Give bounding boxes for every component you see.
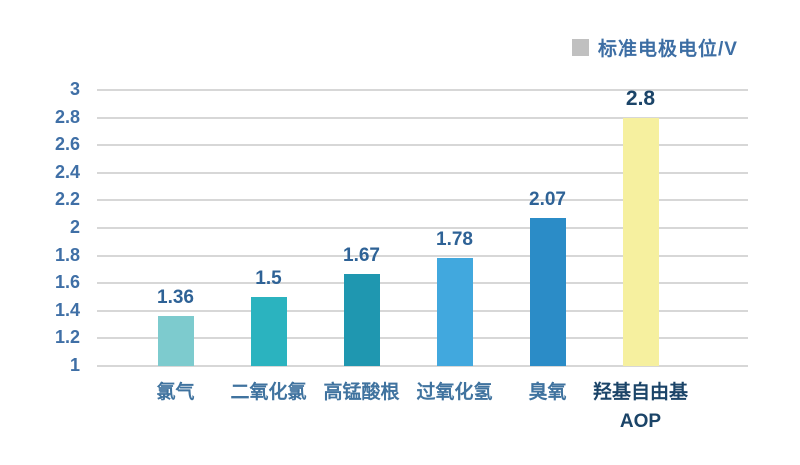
- bar: [529, 218, 566, 366]
- category-label: 过氧化氢: [416, 379, 492, 408]
- category-label-line: 高锰酸根: [323, 382, 400, 403]
- gridline: [97, 254, 748, 257]
- y-tick-label: 2.2: [54, 189, 80, 210]
- bars-row: 1.36 氯气 1.5 二氧化氯 1.67 高锰酸根 1.78 过氧化氢 2.07 臭氧 2.8 羟基…: [129, 86, 688, 432]
- category-label-line: 氯气: [156, 382, 195, 403]
- bar-slot: 2.8 羟基自由基 AOP: [593, 86, 688, 432]
- category-label: 羟基自由基 AOP: [593, 379, 688, 436]
- gridline: [97, 282, 748, 285]
- bar: [157, 316, 194, 366]
- gridline: [97, 365, 748, 367]
- bar-slot: 1.78 过氧化氢: [408, 90, 501, 403]
- bar-value-label: 2.07: [529, 189, 566, 211]
- category-label: 臭氧: [528, 379, 566, 408]
- gridline: [97, 144, 748, 147]
- y-tick-label: 2.4: [54, 161, 80, 182]
- gridline: [97, 309, 748, 312]
- gridline: [97, 116, 748, 119]
- bar: [250, 297, 287, 366]
- y-tick-label: 1.4: [54, 299, 80, 320]
- category-label-line: 二氧化氯: [230, 382, 307, 403]
- bar: [343, 273, 380, 366]
- gridline: [97, 171, 748, 174]
- gridline: [97, 89, 748, 91]
- bar-value-label: 2.8: [625, 86, 656, 110]
- bar: [622, 117, 659, 366]
- bar-slot: 1.36 氯气: [129, 90, 222, 403]
- y-tick-label: 1: [69, 355, 80, 376]
- legend-label: 标准电极电位/V: [598, 39, 738, 60]
- gridline: [97, 199, 748, 202]
- y-axis: 3 2.8 2.6 2.4 2.2 2 1.8 1.6 1.4 1.2 1: [0, 79, 80, 375]
- y-tick-label: 3: [69, 79, 80, 100]
- y-tick-label: 1.8: [54, 244, 80, 265]
- category-label: 氯气: [156, 379, 194, 408]
- category-label-line: 臭氧: [528, 382, 567, 403]
- y-tick-label: 1.6: [54, 272, 80, 293]
- y-tick-label: 2: [69, 217, 80, 238]
- category-label: 高锰酸根: [323, 379, 399, 408]
- bar-value-label: 1.5: [255, 268, 282, 289]
- bar: [436, 258, 473, 366]
- category-label: 二氧化氯: [230, 379, 306, 408]
- y-tick-label: 2.6: [54, 134, 80, 155]
- legend-swatch-icon: [572, 39, 589, 56]
- bar-value-label: 1.36: [157, 287, 194, 309]
- gridline: [97, 337, 748, 340]
- bar-slot: 2.07 臭氧: [501, 90, 594, 403]
- bar-slot: 1.5 二氧化氯: [222, 90, 315, 403]
- legend: 标准电极电位/V: [572, 34, 738, 61]
- y-tick-label: 2.8: [54, 106, 80, 127]
- plot-area: 1.36 氯气 1.5 二氧化氯 1.67 高锰酸根 1.78 过氧化氢 2.07 臭氧 2.8 羟基…: [97, 86, 748, 432]
- bar-slot: 1.67 高锰酸根: [315, 90, 408, 403]
- category-label-line: 羟基自由基: [592, 382, 689, 403]
- gridline: [97, 227, 748, 229]
- bar-value-label: 1.78: [436, 229, 473, 251]
- bar-value-label: 1.67: [343, 244, 380, 266]
- category-label-line: AOP: [619, 410, 662, 432]
- y-tick-label: 1.2: [54, 327, 80, 348]
- category-label-line: 过氧化氢: [416, 382, 493, 403]
